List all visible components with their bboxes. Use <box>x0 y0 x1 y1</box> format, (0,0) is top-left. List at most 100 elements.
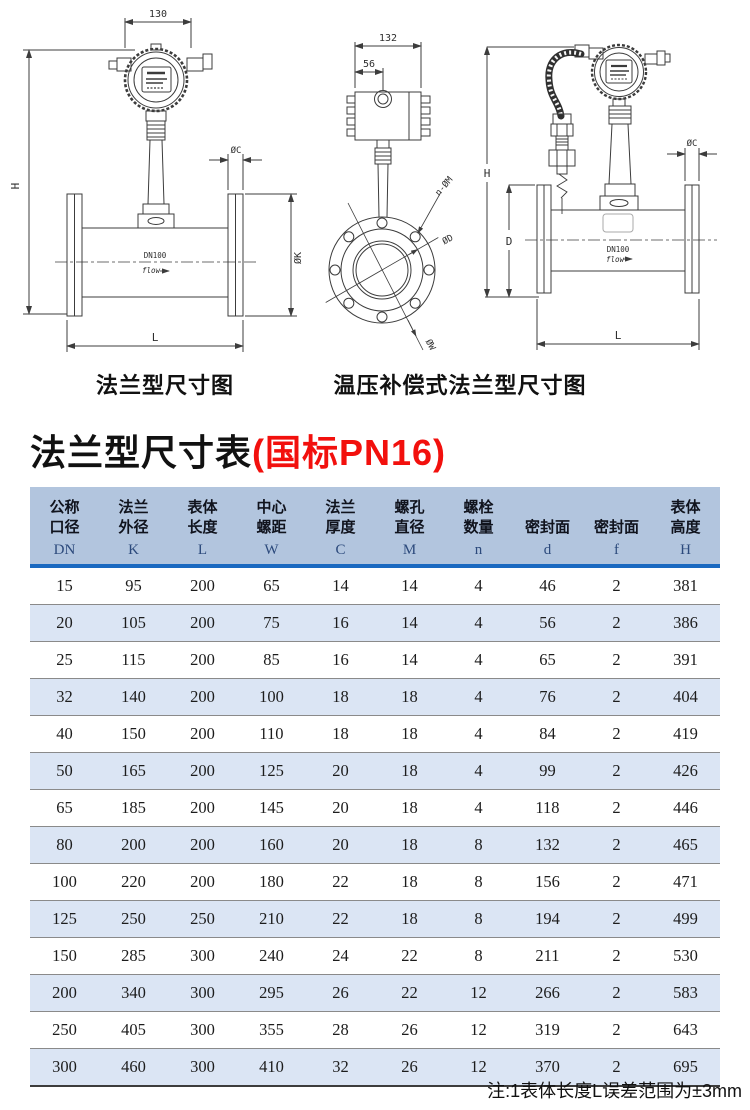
table-cell: 26 <box>306 974 375 1012</box>
front-view-lines <box>325 42 442 351</box>
title-standard: (国标PN16) <box>252 432 447 473</box>
column-name: 法兰 外径 <box>118 498 149 536</box>
table-cell: 18 <box>306 715 375 753</box>
table-cell: 56 <box>513 604 582 642</box>
dim-label-nom: n-ØM <box>433 174 456 198</box>
table-cell: 99 <box>513 752 582 790</box>
table-cell: 300 <box>30 1048 99 1087</box>
table-cell: 65 <box>263 576 280 595</box>
dim-label-l2: L <box>615 329 622 342</box>
footnote: 注:1表体长度L误差范围为±3mm <box>487 1081 742 1101</box>
table-cell: 250 <box>30 1011 99 1049</box>
table-cell: 220 <box>99 863 168 901</box>
table-cell: 386 <box>651 604 720 642</box>
table-cell: 410 <box>237 1048 306 1087</box>
table-cell: 160 <box>237 826 306 864</box>
table-cell: 40 <box>30 715 99 753</box>
table-cell: 530 <box>651 937 720 975</box>
table-cell: 426 <box>651 752 720 790</box>
table-cell: 446 <box>651 789 720 827</box>
table-row: 150 285 300 240 24 22 8 211 2 530 <box>30 937 720 975</box>
table-cell: 4 <box>444 641 513 679</box>
table-cell: 211 <box>513 937 582 975</box>
table-cell: 2 <box>582 641 651 679</box>
table-cell: 355 <box>237 1011 306 1049</box>
table-header: 公称 口径 DN 法兰 外径 K 表体 长度 L 中心 螺距 W 法兰 厚度 C 螺孔 直径 M 螺栓 … <box>30 487 720 568</box>
table-cell: 4 <box>444 604 513 642</box>
table-cell: 2 <box>582 604 651 642</box>
table-cell: 32 <box>306 1048 375 1087</box>
table-cell: 16 <box>306 604 375 642</box>
title-main: 法兰型尺寸表 <box>30 432 253 473</box>
dimension-table: 公称 口径 DN 法兰 外径 K 表体 长度 L 中心 螺距 W 法兰 厚度 C 螺孔 直径 M 螺栓 … <box>30 487 720 1087</box>
flange-drawing-lines <box>23 18 297 352</box>
table-cell: 20 <box>306 789 375 827</box>
table-cell: 300 <box>168 1011 237 1049</box>
table-cell: 150 <box>99 715 168 753</box>
column-header: 表体 长度 L <box>168 487 237 568</box>
table-row: 20 105 200 75 16 14 4 56 2 386 <box>30 604 720 642</box>
front-view-drawing: 132 56 n-ØM ØD ØW <box>325 33 456 353</box>
flow-logo: flow <box>142 266 161 275</box>
table-cell: 2 <box>582 826 651 864</box>
column-letter: W <box>264 542 279 558</box>
table-cell: 22 <box>306 900 375 938</box>
table-cell: 250 <box>99 900 168 938</box>
table-cell: 26 <box>375 1011 444 1049</box>
table-cell: 50 <box>30 752 99 790</box>
table-cell: 185 <box>99 789 168 827</box>
table-cell: 18 <box>375 752 444 790</box>
table-cell: 2 <box>582 863 651 901</box>
table-cell: 2 <box>582 715 651 753</box>
compensated-type-drawing: H D ØC L DN100 flow <box>484 43 717 350</box>
table-cell: 210 <box>237 900 306 938</box>
column-letter: L <box>197 542 208 558</box>
table-cell: 18 <box>375 678 444 716</box>
column-header: 中心 螺距 W <box>237 487 306 568</box>
table-cell: 419 <box>651 715 720 753</box>
table-cell: 125 <box>237 752 306 790</box>
table-cell: 14 <box>375 604 444 642</box>
table-cell: 2 <box>582 752 651 790</box>
table-row: 200 340 300 295 26 22 12 266 2 583 <box>30 974 720 1012</box>
table-row: 125 250 250 210 22 18 8 194 2 499 <box>30 900 720 938</box>
table-cell: 295 <box>237 974 306 1012</box>
dim-label-ok: ØK <box>292 252 304 264</box>
table-cell: 266 <box>513 974 582 1012</box>
table-cell: 80 <box>30 826 99 864</box>
table-cell: 200 <box>168 826 237 864</box>
dim-label-ow: ØW <box>423 337 438 352</box>
table-cell: 100 <box>237 678 306 716</box>
dim-label-od: ØD <box>440 232 455 247</box>
compensated-drawing-caption: 温压补偿式法兰型尺寸图 <box>333 373 587 398</box>
dim-label-h2: H <box>484 167 491 180</box>
flange-drawing-caption: 法兰型尺寸图 <box>95 373 234 398</box>
column-header: 密封面 d <box>513 487 582 568</box>
table-cell: 4 <box>444 715 513 753</box>
table-cell: 46 <box>539 576 556 595</box>
column-header: 法兰 厚度 C <box>306 487 375 568</box>
table-row: 15 95 200 65 14 14 4 46 2 381 <box>30 566 720 605</box>
column-name: 中心 螺距 <box>256 498 287 536</box>
column-letter: K <box>128 542 139 558</box>
column-letter: DN <box>53 542 76 558</box>
table-row: 50 165 200 125 20 18 4 99 2 426 <box>30 752 720 790</box>
table-cell: 471 <box>651 863 720 901</box>
table-cell: 140 <box>99 678 168 716</box>
table-cell: 14 <box>401 576 418 595</box>
table-cell: 20 <box>306 752 375 790</box>
table-cell: 110 <box>237 715 306 753</box>
table-cell: 65 <box>513 641 582 679</box>
column-name: 螺孔 直径 <box>394 498 425 536</box>
dim-label-oc: ØC <box>231 145 242 156</box>
dimension-table-body: 15 95 200 65 14 14 4 46 2 381 20 105 200 75 16 14 4 56 2 38… <box>30 566 720 1087</box>
column-name: 表体 长度 <box>187 498 218 536</box>
table-cell: 12 <box>444 1011 513 1049</box>
table-cell: 200 <box>168 752 237 790</box>
table-cell: 4 <box>444 678 513 716</box>
table-row: 80 200 200 160 20 18 8 132 2 465 <box>30 826 720 864</box>
table-cell: 25 <box>30 641 99 679</box>
table-cell: 200 <box>190 576 215 595</box>
column-letter: M <box>402 542 417 558</box>
